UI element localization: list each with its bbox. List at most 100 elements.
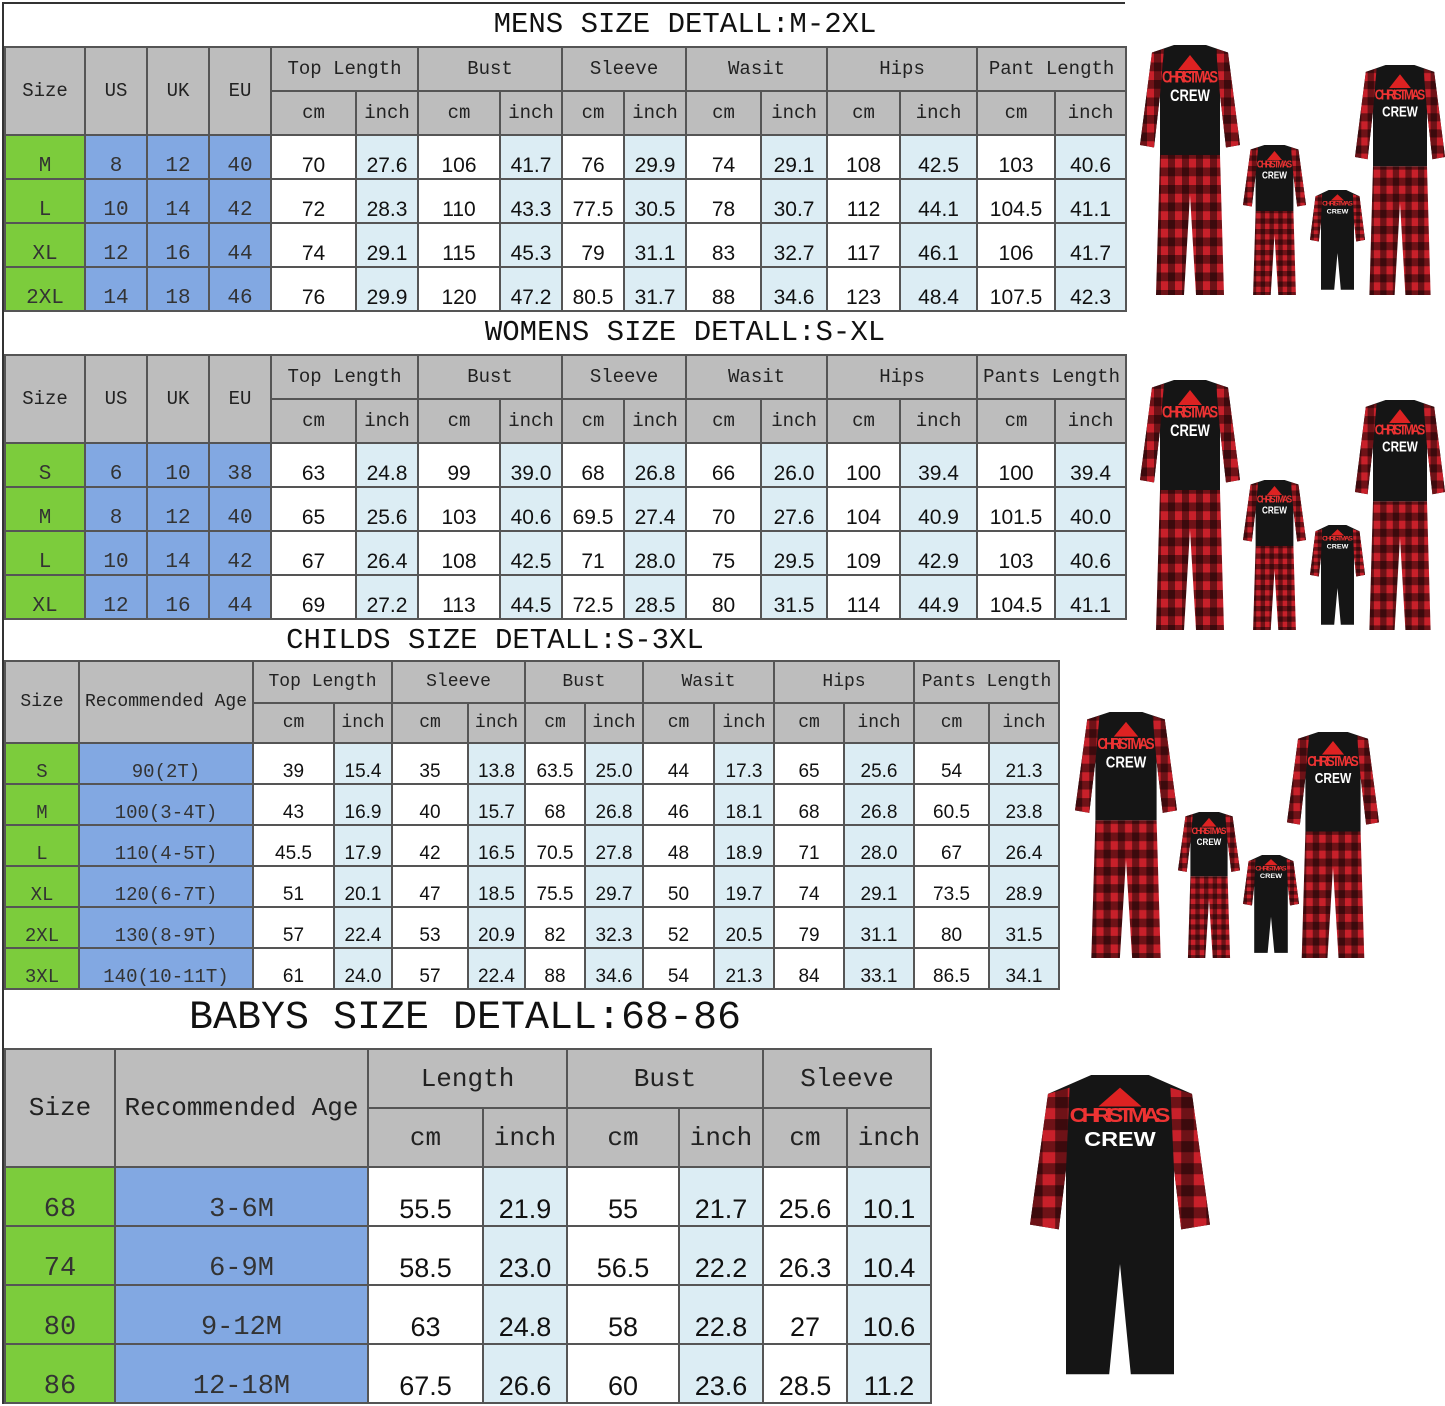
cm-value-cell: 123 <box>826 266 902 312</box>
logo-line2: CREW <box>1327 544 1349 551</box>
group-header-pants-length: Pants Length <box>976 354 1128 400</box>
cm-value-cell: 72 <box>270 178 357 224</box>
column-header-eu: EU <box>208 46 272 136</box>
cm-value-cell: 27 <box>762 1284 849 1345</box>
cm-value-cell: 104 <box>826 486 902 532</box>
size-cell: L <box>4 824 80 867</box>
inch-value-cell: 29.1 <box>355 222 419 268</box>
table-row: 68 3-6M 55.5 21.9 55 21.7 25.6 10.1 <box>4 1166 933 1227</box>
inch-value-cell: 44.5 <box>498 574 564 620</box>
inch-value-cell: 18.5 <box>467 865 526 908</box>
table-row: M 100(3-4T) 43 16.9 40 15.7 68 26.8 46 18.1 68 26.8… <box>4 783 1061 826</box>
logo-line1: CHRISTMAS <box>1255 866 1287 873</box>
table-row: L 110(4-5T) 45.5 17.9 42 16.5 70.5 27.8 48 18.9 71… <box>4 824 1061 867</box>
table-row: 74 6-9M 58.5 23.0 56.5 22.2 26.3 10.4 <box>4 1225 933 1286</box>
cm-value-cell: 69.5 <box>561 486 626 532</box>
inch-value-cell: 30.5 <box>623 178 688 224</box>
inch-value-cell: 32.7 <box>760 222 829 268</box>
cm-value-cell: 53 <box>391 906 469 949</box>
unit-header-cm: cm <box>685 90 763 136</box>
cm-value-cell: 25.6 <box>762 1166 849 1227</box>
inch-value-cell: 13.8 <box>467 742 526 785</box>
cm-value-cell: 88 <box>685 266 763 312</box>
us-cell: 10 <box>84 530 148 576</box>
recommended-age-cell: 9-12M <box>114 1284 369 1345</box>
inch-value-cell: 17.9 <box>333 824 393 867</box>
inch-value-cell: 16.5 <box>467 824 526 867</box>
inch-value-cell: 28.5 <box>623 574 688 620</box>
table-row: M 8 12 40 70 27.6 106 41.7 76 29.9 74 29.1 108 42.5 10… <box>4 134 1128 180</box>
childs-size-table: Size Recommended Age Top Length Sleeve Bust W… <box>4 660 1061 990</box>
unit-header-inch: inch <box>467 702 526 744</box>
unit-header-cm: cm <box>976 90 1057 136</box>
logo-line1: CHRISTMAS <box>1162 404 1218 422</box>
cm-value-cell: 65 <box>270 486 357 532</box>
table-row: L 10 14 42 67 26.4 108 42.5 71 28.0 75 29.5 109 42.9 1… <box>4 530 1128 576</box>
inch-value-cell: 31.5 <box>988 906 1061 949</box>
unit-header-inch: inch <box>988 702 1061 744</box>
cm-value-cell: 103 <box>417 486 501 532</box>
eu-cell: 44 <box>208 222 272 268</box>
inch-value-cell: 27.4 <box>623 486 688 532</box>
cm-value-cell: 71 <box>773 824 846 867</box>
inch-value-cell: 26.8 <box>843 783 916 826</box>
size-cell: 74 <box>4 1225 116 1286</box>
recommended-age-cell: 6-9M <box>114 1225 369 1286</box>
cm-value-cell: 83 <box>685 222 763 268</box>
cm-value-cell: 79 <box>561 222 626 268</box>
cm-value-cell: 60.5 <box>913 783 991 826</box>
us-cell: 6 <box>84 442 148 488</box>
inch-value-cell: 21.9 <box>482 1166 568 1227</box>
logo-line2: CREW <box>1315 770 1352 786</box>
cm-value-cell: 84 <box>773 947 846 990</box>
inch-value-cell: 25.0 <box>584 742 644 785</box>
size-cell: L <box>4 530 86 576</box>
logo-line2: CREW <box>1260 873 1283 880</box>
inch-value-cell: 23.0 <box>482 1225 568 1286</box>
unit-header-cm: cm <box>561 398 626 444</box>
recommended-age-cell: 100(3-4T) <box>78 783 254 826</box>
unit-header-cm: cm <box>976 398 1057 444</box>
cm-value-cell: 113 <box>417 574 501 620</box>
unit-header-inch: inch <box>333 702 393 744</box>
unit-header-inch: inch <box>899 90 979 136</box>
logo-line1: CHRISTMAS <box>1322 201 1353 208</box>
cm-value-cell: 39 <box>252 742 335 785</box>
inch-value-cell: 39.4 <box>1054 442 1128 488</box>
cm-value-cell: 48 <box>642 824 715 867</box>
cm-value-cell: 57 <box>391 947 469 990</box>
unit-header-cm: cm <box>642 702 715 744</box>
unit-header-cm: cm <box>252 702 335 744</box>
logo-line1: CHRISTMAS <box>1097 736 1154 753</box>
inch-value-cell: 42.3 <box>1054 266 1128 312</box>
inch-value-cell: 47.2 <box>498 266 564 312</box>
uk-cell: 14 <box>146 530 210 576</box>
group-header-top-length: Top Length <box>270 46 419 92</box>
inch-value-cell: 21.3 <box>712 947 776 990</box>
cm-value-cell: 46 <box>642 783 715 826</box>
recommended-age-cell: 120(6-7T) <box>78 865 254 908</box>
group-header-wasit: Wasit <box>685 46 829 92</box>
group-header-bust: Bust <box>416 354 564 400</box>
eu-cell: 40 <box>208 134 272 180</box>
logo-line1: CHRISTMAS <box>1322 536 1353 543</box>
cm-value-cell: 40 <box>391 783 469 826</box>
size-cell: 3XL <box>4 947 80 990</box>
inch-value-cell: 22.4 <box>333 906 393 949</box>
inch-value-cell: 31.1 <box>623 222 688 268</box>
unit-header-inch: inch <box>623 90 688 136</box>
unit-header-inch: inch <box>677 1107 765 1168</box>
cm-value-cell: 74 <box>685 134 763 180</box>
logo-line1: CHRISTMAS <box>1257 159 1292 170</box>
inch-value-cell: 27.8 <box>584 824 644 867</box>
column-header-uk: UK <box>146 354 210 444</box>
cm-value-cell: 44 <box>642 742 715 785</box>
column-header-eu: EU <box>208 354 272 444</box>
cm-value-cell: 45.5 <box>252 824 335 867</box>
size-cell: 80 <box>4 1284 116 1345</box>
